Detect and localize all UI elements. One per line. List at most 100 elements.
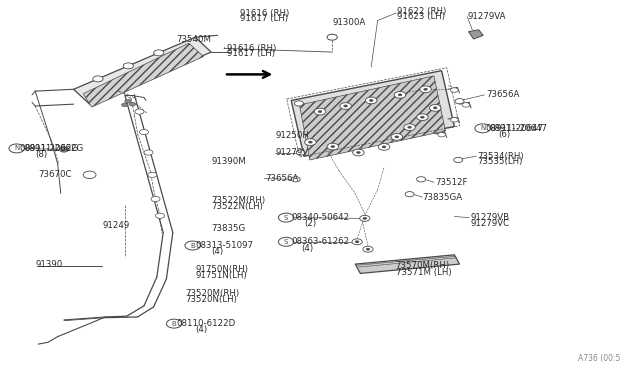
Text: N: N (480, 125, 485, 131)
Circle shape (185, 241, 200, 250)
Circle shape (83, 171, 96, 179)
Text: 91750N(RH): 91750N(RH) (195, 265, 248, 274)
Text: 08313-51097: 08313-51097 (195, 241, 253, 250)
Text: 91617 (LH): 91617 (LH) (240, 14, 288, 23)
Circle shape (93, 76, 103, 82)
Circle shape (378, 144, 390, 150)
Text: 73522N(LH): 73522N(LH) (211, 202, 263, 211)
Circle shape (156, 213, 164, 218)
Text: (8): (8) (35, 150, 47, 159)
Text: B: B (190, 243, 195, 248)
Text: 91279VB: 91279VB (470, 213, 509, 222)
Text: (6): (6) (498, 130, 510, 139)
Text: 91751N(LH): 91751N(LH) (195, 271, 247, 280)
Circle shape (148, 172, 157, 177)
Circle shape (291, 177, 300, 182)
Circle shape (352, 239, 362, 245)
Circle shape (331, 145, 335, 148)
Text: 73540M: 73540M (176, 35, 211, 44)
Polygon shape (291, 71, 454, 156)
Text: 08911-2062G: 08911-2062G (24, 144, 84, 153)
Text: 91616 (RH): 91616 (RH) (227, 44, 276, 53)
Text: 91300A: 91300A (333, 18, 366, 27)
Text: 91617 (LH): 91617 (LH) (227, 49, 275, 58)
Circle shape (296, 150, 305, 155)
Polygon shape (300, 76, 445, 160)
Circle shape (125, 99, 131, 103)
Text: 73520N(LH): 73520N(LH) (186, 295, 237, 304)
Text: 08911-2062G: 08911-2062G (19, 144, 79, 153)
Circle shape (451, 118, 458, 122)
Circle shape (355, 241, 359, 243)
Circle shape (166, 319, 182, 328)
Text: 08911-20647: 08911-20647 (485, 124, 543, 133)
Circle shape (462, 103, 470, 107)
Text: 91279VA: 91279VA (467, 12, 506, 21)
Circle shape (135, 109, 144, 114)
Text: 73670C: 73670C (38, 170, 72, 179)
Circle shape (356, 151, 360, 154)
Text: (4): (4) (301, 244, 313, 253)
Text: B: B (172, 321, 177, 327)
Circle shape (318, 110, 322, 113)
Circle shape (360, 215, 370, 221)
Circle shape (433, 107, 437, 109)
Circle shape (366, 248, 370, 250)
Polygon shape (74, 37, 211, 104)
Text: 08340-50642: 08340-50642 (291, 213, 349, 222)
Circle shape (327, 34, 337, 40)
Text: 73535(LH): 73535(LH) (477, 157, 522, 166)
Circle shape (395, 136, 399, 138)
Circle shape (417, 177, 426, 182)
Text: 91616 (RH): 91616 (RH) (240, 9, 289, 17)
Circle shape (154, 50, 164, 56)
Circle shape (151, 196, 160, 202)
Circle shape (129, 102, 136, 106)
Circle shape (438, 132, 445, 137)
Circle shape (382, 146, 386, 148)
Circle shape (454, 157, 463, 163)
Text: (2): (2) (304, 219, 316, 228)
Circle shape (405, 192, 414, 197)
Circle shape (369, 99, 373, 102)
Text: S: S (284, 239, 288, 245)
Circle shape (327, 143, 339, 150)
Text: 73835G: 73835G (211, 224, 246, 233)
Circle shape (417, 114, 428, 121)
Circle shape (308, 141, 312, 143)
Text: 73570M(RH): 73570M(RH) (396, 262, 450, 270)
Circle shape (398, 94, 402, 96)
Text: 91622 (RH): 91622 (RH) (397, 7, 446, 16)
Text: 91249: 91249 (102, 221, 130, 230)
Text: 91390M: 91390M (211, 157, 246, 166)
Circle shape (9, 144, 24, 153)
Circle shape (455, 99, 464, 104)
Text: (4): (4) (211, 247, 223, 256)
Circle shape (451, 88, 458, 92)
Circle shape (404, 124, 415, 131)
Text: 73520M(RH): 73520M(RH) (186, 289, 240, 298)
Text: 73522M(RH): 73522M(RH) (211, 196, 266, 205)
Circle shape (408, 126, 412, 128)
Circle shape (475, 124, 490, 133)
Circle shape (340, 103, 351, 109)
Text: 91279V: 91279V (275, 148, 308, 157)
Circle shape (363, 246, 373, 252)
Text: 73534(RH): 73534(RH) (477, 152, 524, 161)
Text: 73835GA: 73835GA (422, 193, 463, 202)
Polygon shape (355, 255, 460, 273)
Circle shape (278, 237, 294, 246)
Text: (4): (4) (195, 325, 207, 334)
Text: 91250H: 91250H (275, 131, 309, 140)
Circle shape (305, 139, 316, 145)
Circle shape (429, 105, 441, 111)
Text: A736 (00:5: A736 (00:5 (579, 354, 621, 363)
Circle shape (391, 134, 403, 140)
Circle shape (122, 103, 128, 107)
Text: S: S (284, 215, 288, 221)
Text: 91279VC: 91279VC (470, 219, 509, 228)
Circle shape (365, 97, 377, 104)
Text: 91390: 91390 (35, 260, 63, 269)
Circle shape (60, 147, 68, 152)
Circle shape (420, 116, 424, 118)
